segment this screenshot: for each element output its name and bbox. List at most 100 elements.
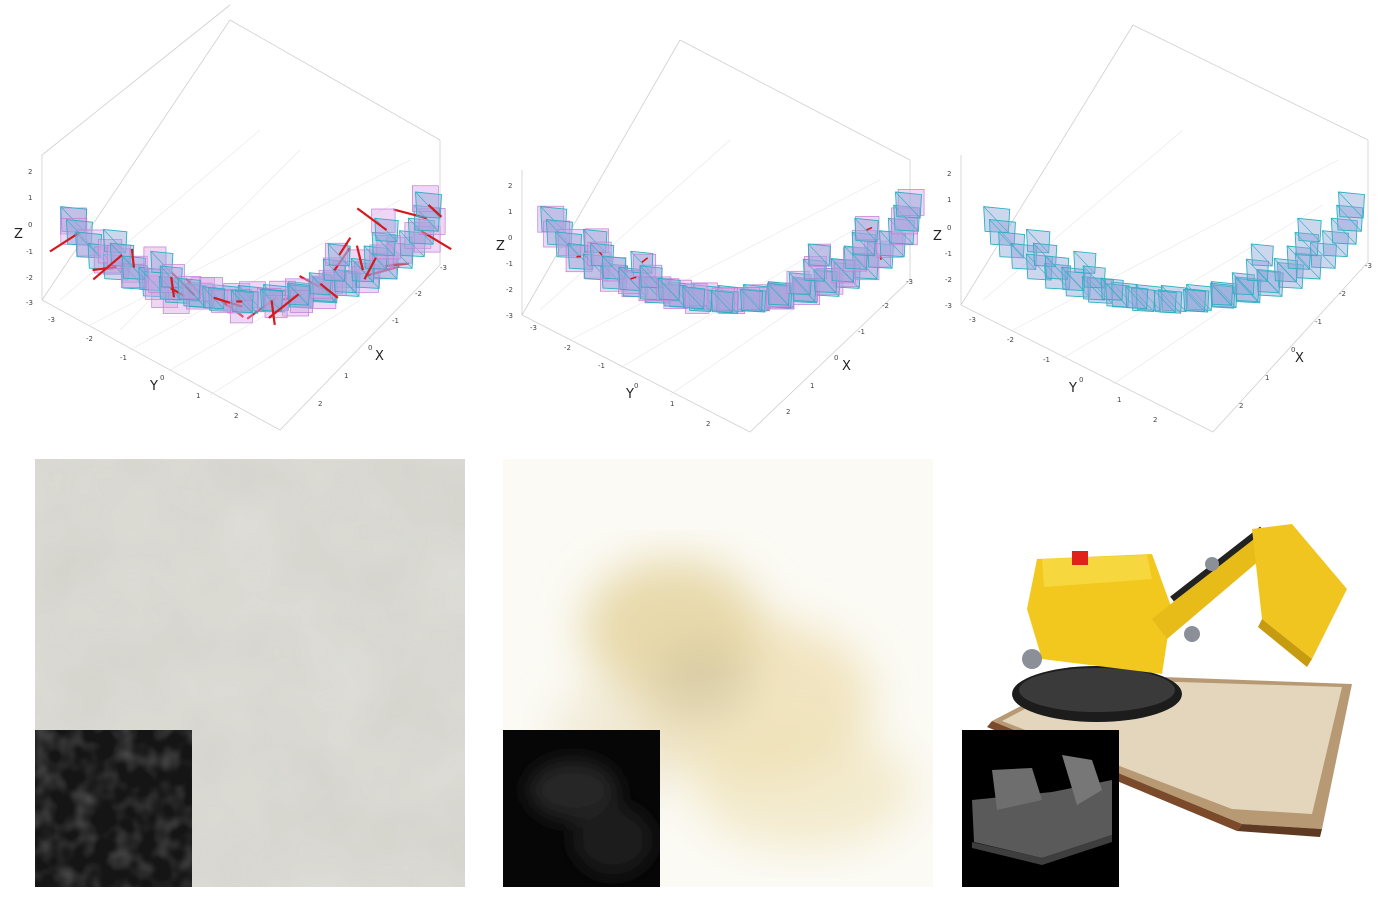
camera-diagonal — [662, 283, 686, 308]
camera-diagonal — [121, 263, 147, 290]
camera-diagonal — [688, 287, 711, 312]
camera-diagonal — [103, 229, 126, 254]
camera-diagonal — [141, 270, 167, 298]
camera-diagonal — [1082, 265, 1105, 289]
pose-error-line — [170, 276, 176, 298]
axes-box — [521, 39, 911, 433]
z-tick: -2 — [945, 276, 952, 284]
camera-diagonal — [1235, 278, 1259, 302]
camera-diagonal — [372, 252, 398, 280]
pose-error-line — [268, 293, 300, 319]
camera-diagonal — [138, 267, 162, 291]
z-tick: 1 — [28, 194, 32, 202]
camera-diagonal — [415, 191, 441, 219]
camera-diagonal — [789, 272, 811, 296]
depth-inset — [503, 730, 660, 887]
depth-inset — [35, 730, 192, 887]
camera-diagonal — [1295, 252, 1321, 280]
pose-error-line — [427, 204, 443, 218]
camera-diagonal — [879, 230, 905, 257]
camera-diagonal — [1153, 290, 1176, 313]
camera-diagonal — [1211, 284, 1234, 309]
depth-inset — [962, 730, 1119, 887]
grid-lines — [59, 129, 411, 396]
camera-diagonal — [1131, 287, 1154, 312]
camera-diagonal — [1336, 205, 1362, 232]
z-tick: 0 — [947, 224, 951, 232]
x-axis-label: X — [375, 349, 384, 364]
y-tick: -1 — [120, 354, 127, 362]
pose-error-line — [866, 226, 873, 231]
render-2 — [503, 459, 933, 887]
pose-plot-svg: Z Y X 2 1 0 -1 -2 -3 -3 -2 -1 0 1 2 -3 -… — [496, 39, 925, 433]
camera-diagonal — [740, 289, 762, 312]
gt-camera — [804, 256, 828, 279]
camera-diagonal — [60, 206, 86, 233]
camera-diagonal — [1026, 229, 1049, 254]
y-tick: 1 — [670, 400, 674, 408]
render-1-image — [35, 459, 465, 887]
render-3 — [962, 459, 1384, 887]
y-tick: -3 — [48, 316, 55, 324]
x-tick: -1 — [392, 317, 399, 325]
camera-diagonal — [1234, 276, 1260, 304]
y-tick: -3 — [969, 316, 976, 324]
camera-diagonal — [408, 218, 434, 245]
camera-diagonal — [1026, 253, 1052, 281]
pose-error-line — [355, 245, 364, 271]
pose-error-line — [356, 207, 388, 231]
camera-diagonal — [159, 276, 182, 301]
y-tick: 1 — [196, 392, 200, 400]
y-tick: -1 — [598, 362, 605, 370]
z-axis-label: Z — [14, 227, 23, 242]
z-tick: 0 — [28, 221, 32, 229]
y-tick: -1 — [1043, 356, 1050, 364]
pose-error-line — [130, 248, 136, 268]
y-tick: -2 — [86, 335, 93, 343]
pose-error-line — [363, 257, 377, 280]
camera-diagonal — [1158, 289, 1181, 314]
camera-diagonal — [888, 218, 914, 245]
x-tick: 0 — [834, 354, 838, 362]
camera-diagonal — [1246, 258, 1268, 282]
camera-diagonal — [177, 277, 200, 301]
pose-error-line — [630, 276, 637, 280]
x-tick: 1 — [344, 372, 348, 380]
camera-diagonal — [630, 251, 653, 274]
camera-diagonal — [639, 265, 662, 289]
z-tick: 2 — [508, 182, 512, 190]
camera-frustums — [537, 189, 925, 314]
pose-error-line — [598, 251, 603, 256]
pose-error-line — [367, 265, 400, 277]
camera-diagonal — [1161, 285, 1187, 312]
x-tick: -1 — [858, 328, 865, 336]
camera-diagonal — [1105, 283, 1129, 308]
camera-diagonal — [1073, 251, 1096, 274]
render-1 — [35, 459, 465, 887]
camera-diagonal — [1061, 267, 1085, 291]
camera-diagonal — [583, 229, 606, 254]
camera-diagonal — [767, 282, 789, 306]
pose-error-line — [319, 282, 339, 299]
camera-diagonal — [323, 258, 345, 282]
x-tick: -3 — [1365, 262, 1372, 270]
camera-diagonal — [1250, 243, 1273, 267]
x-tick: 1 — [810, 382, 814, 390]
camera-diagonal — [540, 206, 566, 233]
z-axis-label: Z — [933, 229, 942, 244]
camera-diagonal — [309, 272, 331, 296]
camera-diagonal — [867, 242, 893, 269]
camera-diagonal — [718, 285, 744, 312]
camera-diagonal — [742, 288, 765, 313]
y-tick: 0 — [160, 374, 164, 382]
camera-diagonal — [1310, 242, 1336, 269]
camera-frustums — [49, 185, 452, 325]
z-tick: 0 — [508, 234, 512, 242]
camera-diagonal — [387, 242, 413, 269]
y-tick: 0 — [1079, 376, 1083, 384]
y-tick: 0 — [634, 382, 638, 390]
y-tick: -2 — [564, 344, 571, 352]
z-tick: -1 — [945, 250, 952, 258]
camera-diagonal — [1183, 289, 1205, 312]
gt-camera — [711, 287, 735, 311]
